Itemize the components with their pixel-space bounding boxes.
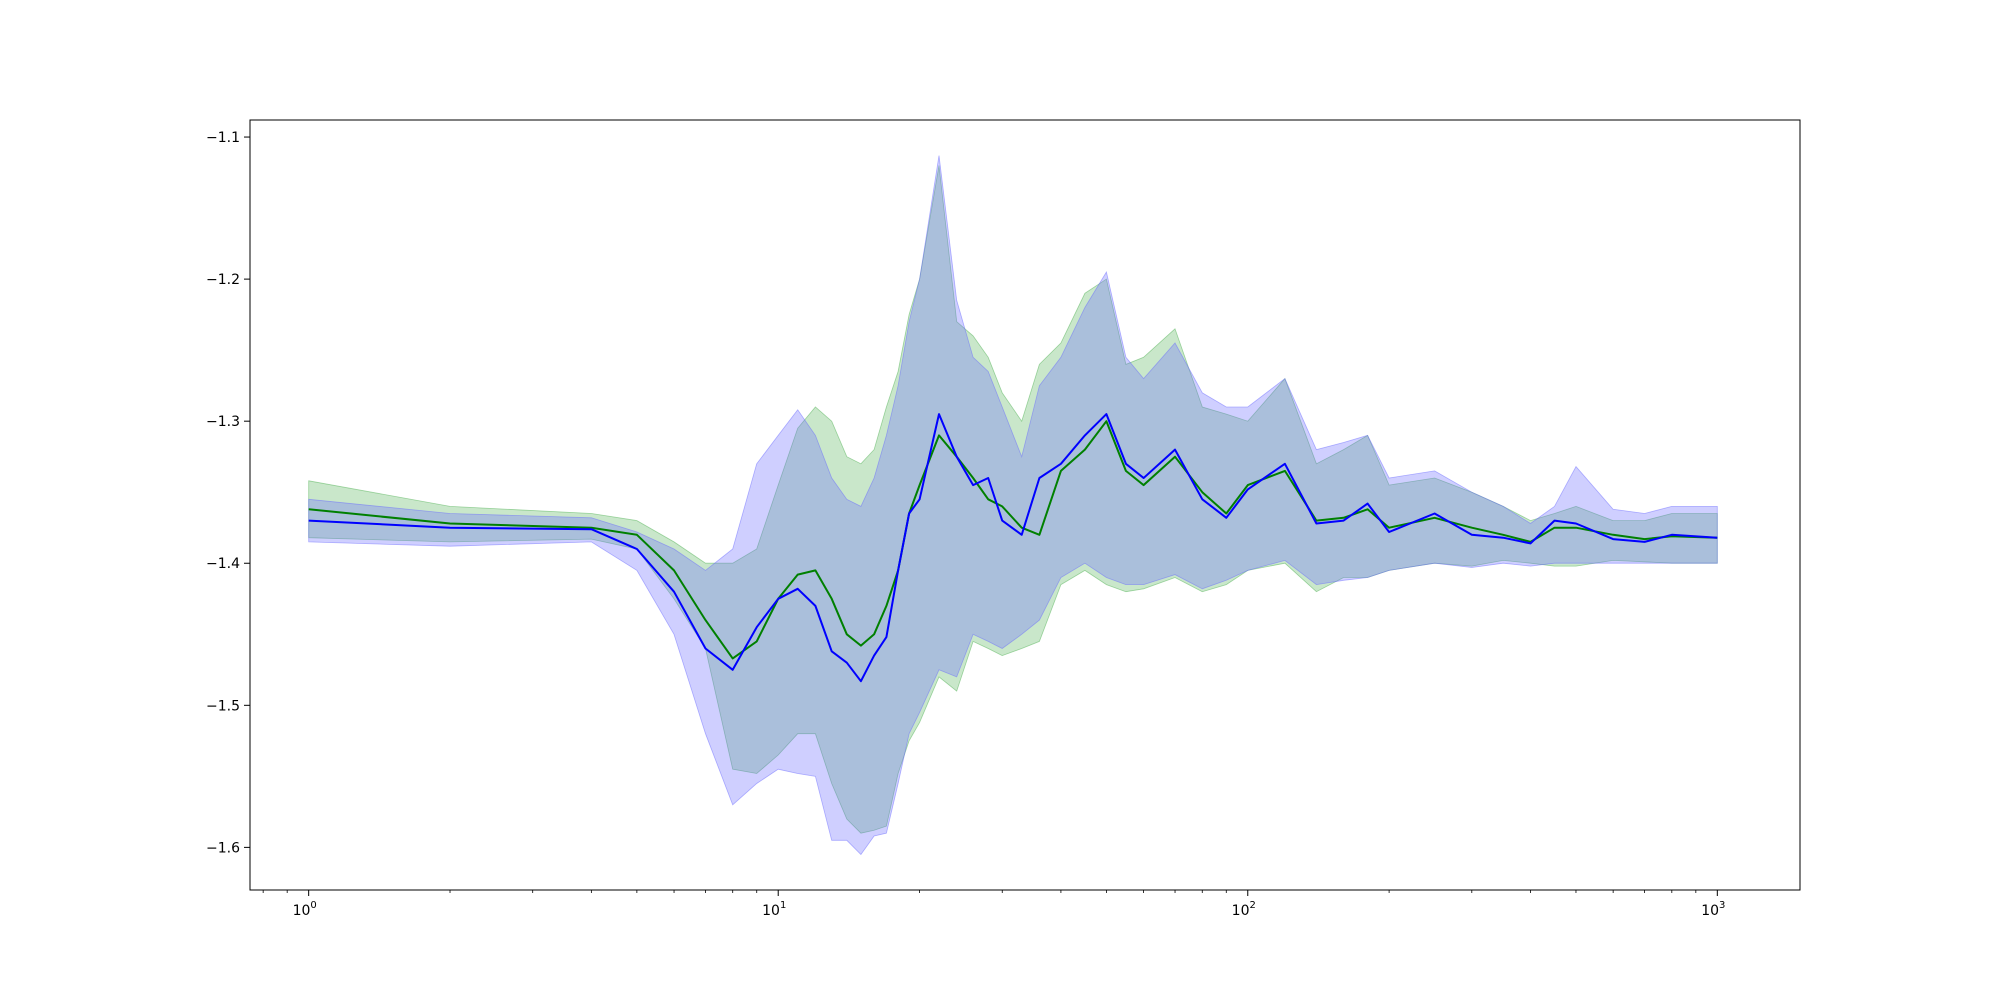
x-tick-exponent: 0 [310,900,316,911]
x-tick-exponent: 2 [1249,900,1255,911]
x-tick-base: 10 [293,903,311,919]
y-tick-label: −1.4 [206,556,240,572]
y-axis: −1.1 −1.2 −1.3 −1.4 −1.5 −1.6 [206,130,250,856]
x-tick-base: 10 [762,903,780,919]
x-tick-label: 100 [293,900,317,919]
confidence-bands [308,155,1718,856]
y-tick-label: −1.2 [206,272,240,288]
x-axis: 100 101 102 103 [262,890,1725,919]
x-tick-base: 10 [1701,903,1719,919]
y-tick-label: −1.6 [206,840,240,856]
x-tick-label: 103 [1701,900,1725,919]
y-tick-label: −1.3 [206,414,240,430]
x-tick-exponent: 1 [780,900,786,911]
x-tick-exponent: 3 [1719,900,1725,911]
series-lines [308,413,1718,683]
line-series-1 [308,420,1718,660]
band-series-2 [308,155,1718,856]
line-series-2 [308,413,1718,683]
y-tick-label: −1.5 [206,698,240,714]
y-tick-label: −1.1 [206,130,240,146]
plot-frame [249,119,1801,891]
x-tick-label: 101 [762,900,786,919]
x-tick-label: 102 [1232,900,1256,919]
x-tick-base: 10 [1232,903,1250,919]
